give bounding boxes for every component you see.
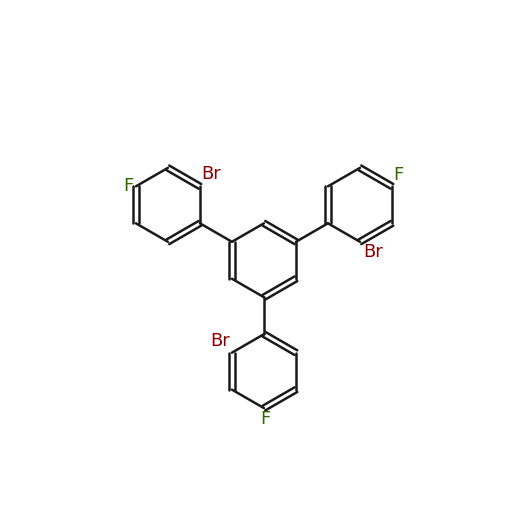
Text: Br: Br [363,243,383,261]
Text: Br: Br [201,165,221,183]
Text: F: F [123,177,134,195]
Text: Br: Br [210,333,229,350]
Text: F: F [394,166,404,184]
Text: F: F [261,411,271,428]
